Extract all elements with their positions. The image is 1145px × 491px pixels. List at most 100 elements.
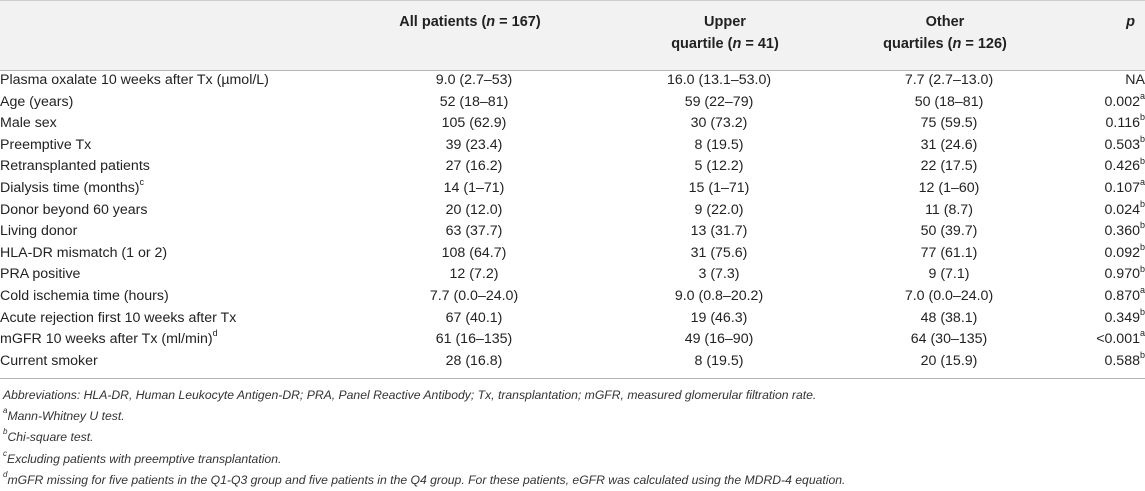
row-label-text: Plasma oxalate 10 weeks after Tx (µmol/L… bbox=[0, 72, 269, 88]
table-row: Current smoker 28 (16.8) 8 (19.5) 20 (15.9)… bbox=[0, 349, 1145, 373]
cell-all-patients: 14 (1–71) bbox=[334, 178, 614, 200]
cell-p-value-text: 0.360 bbox=[1104, 223, 1140, 240]
cell-p-value-footnote-marker: a bbox=[1139, 177, 1145, 188]
cell-upper-quartile-text: 8 (19.5) bbox=[694, 136, 744, 153]
header-other-line1: Other bbox=[925, 14, 965, 30]
cell-other-quartiles: 7.7 (2.7–13.0) bbox=[824, 70, 1074, 92]
cell-p-value: 0.116b bbox=[1074, 113, 1145, 135]
cell-other-quartiles: 20 (15.9) bbox=[824, 351, 1074, 373]
row-label-text: Preemptive Tx bbox=[0, 136, 92, 153]
cell-p-value-footnote-marker: b bbox=[1139, 349, 1145, 360]
row-label-text: Current smoker bbox=[0, 352, 98, 369]
footnote: bChi-square test. bbox=[3, 427, 1143, 448]
cell-other-quartiles-text: 31 (24.6) bbox=[920, 136, 978, 153]
row-label-text: Male sex bbox=[0, 115, 57, 132]
cell-all-patients-text: 61 (16–135) bbox=[435, 331, 513, 348]
row-label-footnote-marker: c bbox=[139, 177, 145, 188]
cell-upper-quartile: 49 (16–90) bbox=[614, 329, 824, 351]
cell-p-value-footnote-marker: a bbox=[1139, 285, 1145, 296]
cell-p-value: <0.001a bbox=[1074, 329, 1145, 351]
cell-all-patients-text: 9.0 (2.7–53) bbox=[435, 72, 513, 88]
cell-other-quartiles: 12 (1–60) bbox=[824, 178, 1074, 200]
cell-other-quartiles: 31 (24.6) bbox=[824, 135, 1074, 157]
cell-upper-quartile-text: 5 (12.2) bbox=[694, 158, 744, 175]
row-label: PRA positive bbox=[0, 264, 334, 286]
cell-all-patients: 27 (16.2) bbox=[334, 156, 614, 178]
footnote-text: Excluding patients with preemptive trans… bbox=[7, 451, 282, 466]
row-label: Dialysis time (months)c bbox=[0, 178, 334, 200]
header-p-value: p bbox=[1126, 14, 1135, 30]
row-label: Current smoker bbox=[0, 351, 334, 373]
cell-p-value-text: 0.503 bbox=[1104, 136, 1140, 153]
footnote-marker: d bbox=[3, 469, 8, 479]
table-row: mGFR 10 weeks after Tx (ml/min)d 61 (16–1… bbox=[0, 329, 1145, 351]
cell-upper-quartile-text: 49 (16–90) bbox=[684, 331, 754, 348]
header-upper-line1: Upper bbox=[704, 14, 746, 30]
table-row: Dialysis time (months)c 14 (1–71) 15 (1–71… bbox=[0, 178, 1145, 200]
table-row: Cold ischemia time (hours) 7.7 (0.0–24.0)… bbox=[0, 286, 1145, 308]
cell-other-quartiles: 7.0 (0.0–24.0) bbox=[824, 286, 1074, 308]
cell-p-value: 0.426b bbox=[1074, 156, 1145, 178]
table-header: All patients (n = 167) Upper quartile (n… bbox=[0, 0, 1145, 71]
row-label-text: Donor beyond 60 years bbox=[0, 201, 148, 218]
footnote: aMann-Whitney U test. bbox=[3, 406, 1143, 427]
footnote-text: Chi-square test. bbox=[7, 430, 94, 445]
row-label: Donor beyond 60 years bbox=[0, 200, 334, 222]
cell-p-value: 0.588b bbox=[1074, 349, 1145, 373]
cell-p-value: 0.002a bbox=[1074, 90, 1145, 114]
header-n-symbol: n bbox=[732, 36, 742, 52]
footnote-text: Mann-Whitney U test. bbox=[7, 409, 125, 424]
cell-upper-quartile: 8 (19.5) bbox=[614, 351, 824, 373]
cell-other-quartiles: 75 (59.5) bbox=[824, 113, 1074, 135]
cell-all-patients: 108 (64.7) bbox=[334, 243, 614, 265]
cell-other-quartiles: 11 (8.7) bbox=[824, 200, 1074, 222]
cell-all-patients-text: 20 (12.0) bbox=[445, 201, 503, 218]
cell-other-quartiles: 64 (30–135) bbox=[824, 329, 1074, 351]
cell-upper-quartile: 16.0 (13.1–53.0) bbox=[614, 70, 824, 92]
cell-p-value: 0.024b bbox=[1074, 199, 1145, 222]
cell-other-quartiles-text: 50 (39.7) bbox=[920, 223, 978, 240]
cell-upper-quartile-text: 19 (46.3) bbox=[690, 309, 748, 326]
cell-p-value: NA bbox=[1074, 70, 1145, 92]
cell-all-patients-text: 27 (16.2) bbox=[445, 158, 503, 175]
row-label: Cold ischemia time (hours) bbox=[0, 286, 334, 308]
cell-other-quartiles-text: 64 (30–135) bbox=[910, 331, 988, 348]
cell-p-value-text: 0.426 bbox=[1104, 158, 1140, 175]
row-label-text: Age (years) bbox=[0, 93, 74, 110]
cell-upper-quartile: 5 (12.2) bbox=[614, 156, 824, 178]
cell-other-quartiles-text: 11 (8.7) bbox=[925, 201, 973, 218]
cell-upper-quartile-text: 59 (22–79) bbox=[684, 93, 754, 110]
header-other-label: quartiles ( bbox=[883, 36, 953, 52]
table-row: Plasma oxalate 10 weeks after Tx (µmol/L… bbox=[0, 70, 1145, 92]
cell-other-quartiles-text: 9 (7.1) bbox=[928, 266, 970, 283]
header-all-patients-count: = 167) bbox=[495, 14, 541, 30]
table-row: PRA positive 12 (7.2) 3 (7.3) 9 (7.1) 0.970b bbox=[0, 264, 1145, 286]
cell-p-value-text: 0.107 bbox=[1104, 179, 1140, 196]
cell-p-value-text: 0.092 bbox=[1104, 244, 1140, 261]
cell-p-value-text: NA bbox=[1125, 72, 1145, 88]
cell-p-value-text: 0.024 bbox=[1104, 201, 1140, 218]
cell-other-quartiles-text: 77 (61.1) bbox=[920, 244, 978, 261]
cell-p-value-footnote-marker: a bbox=[1139, 90, 1145, 101]
table-body: Plasma oxalate 10 weeks after Tx (µmol/L… bbox=[0, 70, 1145, 372]
footnote-marker: b bbox=[3, 427, 8, 437]
cell-other-quartiles-text: 7.0 (0.0–24.0) bbox=[904, 287, 994, 304]
cell-upper-quartile: 59 (22–79) bbox=[614, 92, 824, 114]
cell-upper-quartile: 31 (75.6) bbox=[614, 243, 824, 265]
table-row: Age (years) 52 (18–81) 59 (22–79) 50 (18–81… bbox=[0, 90, 1145, 114]
row-label-footnote-marker: d bbox=[212, 328, 218, 339]
cell-upper-quartile: 13 (31.7) bbox=[614, 221, 824, 243]
cell-other-quartiles-text: 48 (38.1) bbox=[920, 309, 978, 326]
cell-p-value-footnote-marker: a bbox=[1139, 328, 1145, 339]
cell-p-value-text: 0.116 bbox=[1105, 115, 1140, 132]
cell-all-patients: 61 (16–135) bbox=[334, 329, 614, 351]
header-upper-count: = 41) bbox=[741, 36, 779, 52]
cell-other-quartiles-text: 22 (17.5) bbox=[920, 158, 978, 175]
cell-other-quartiles: 50 (18–81) bbox=[824, 92, 1074, 114]
cell-all-patients-text: 105 (62.9) bbox=[441, 115, 507, 132]
row-label-text: Acute rejection first 10 weeks after Tx bbox=[0, 309, 237, 326]
cell-all-patients-text: 67 (40.1) bbox=[445, 309, 503, 326]
cell-p-value-text: 0.970 bbox=[1104, 266, 1140, 283]
footnote-text: Abbreviations: HLA-DR, Human Leukocyte A… bbox=[3, 388, 817, 402]
